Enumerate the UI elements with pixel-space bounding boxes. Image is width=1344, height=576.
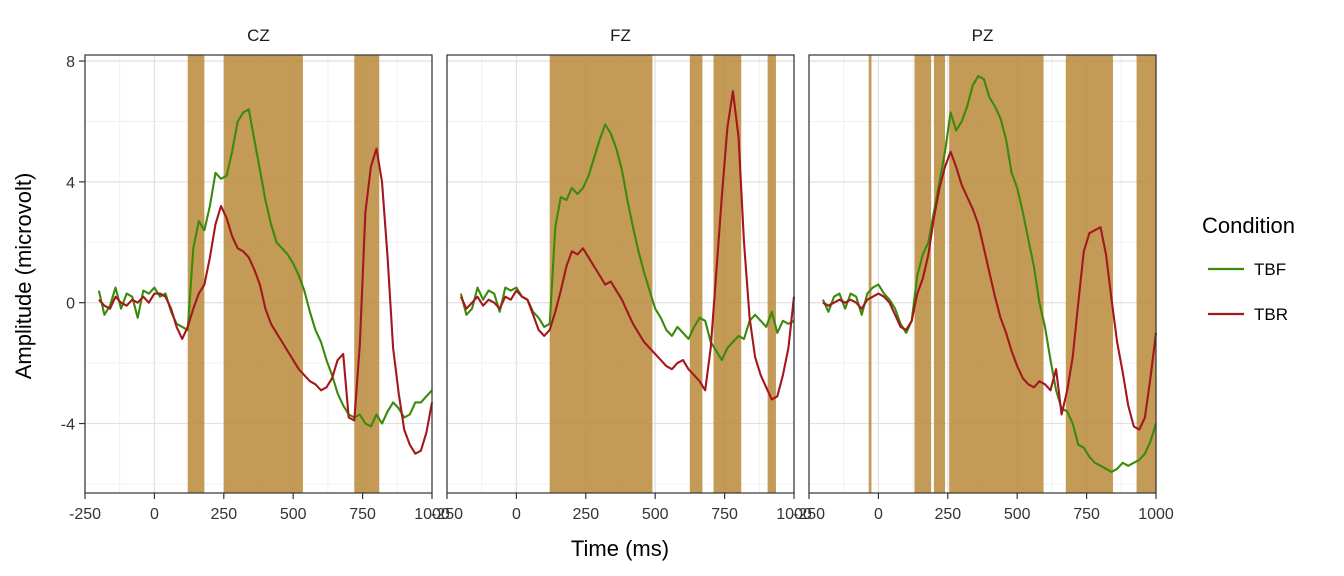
x-tick-label: 1000 <box>414 506 450 523</box>
significance-band <box>187 55 205 493</box>
y-tick-label: 0 <box>66 296 75 313</box>
significance-band <box>933 55 946 493</box>
panel-title: FZ <box>610 26 631 45</box>
significance-band <box>868 55 872 493</box>
y-axis-title: Amplitude (microvolt) <box>11 173 36 380</box>
significance-band <box>1136 55 1156 493</box>
x-tick-label: 750 <box>1073 506 1100 523</box>
y-tick-label: -4 <box>61 417 75 434</box>
significance-band <box>1065 55 1113 493</box>
x-tick-label: 250 <box>210 506 237 523</box>
x-tick-label: 500 <box>642 506 669 523</box>
panel-title: CZ <box>247 26 270 45</box>
x-tick-label: 250 <box>572 506 599 523</box>
x-tick-label: -250 <box>431 506 463 523</box>
x-tick-label: 1000 <box>1138 506 1174 523</box>
significance-band <box>354 55 380 493</box>
facet-panels: CZ -250 0 250 500 750 1000 -4 0 4 8 FZ -250 0 250 500 75… <box>61 26 1174 523</box>
x-tick-label: -250 <box>69 506 101 523</box>
significance-band <box>549 55 653 493</box>
x-tick-label: 750 <box>349 506 376 523</box>
panel-fz: FZ -250 0 250 500 750 1000 <box>431 26 812 523</box>
legend-label-tbf: TBF <box>1254 260 1286 279</box>
series-line-tbr <box>822 150 1158 431</box>
x-axis-title: Time (ms) <box>571 536 669 561</box>
x-tick-label: 1000 <box>776 506 812 523</box>
x-tick-label: 750 <box>711 506 738 523</box>
y-tick-label: 4 <box>66 175 75 192</box>
series-line-tbf <box>97 108 433 428</box>
x-tick-label: 500 <box>280 506 307 523</box>
significance-band <box>223 55 303 493</box>
x-tick-label: -250 <box>793 506 825 523</box>
legend-label-tbr: TBR <box>1254 305 1288 324</box>
series-line-tbr <box>98 147 434 455</box>
panel-title: PZ <box>972 26 994 45</box>
significance-band <box>767 55 776 493</box>
panel-cz: CZ -250 0 250 500 750 1000 -4 0 4 8 <box>61 26 450 523</box>
legend-title: Condition <box>1202 213 1295 238</box>
x-tick-label: 0 <box>512 506 521 523</box>
x-tick-label: 500 <box>1004 506 1031 523</box>
x-tick-label: 250 <box>934 506 961 523</box>
series-line-tbr <box>459 90 796 401</box>
panel-border <box>808 54 1157 494</box>
x-tick-label: 0 <box>150 506 159 523</box>
significance-band <box>689 55 703 493</box>
legend: Condition TBF TBR <box>1202 213 1295 324</box>
panel-pz: PZ -250 0 250 500 750 1000 <box>793 26 1174 523</box>
y-tick-label: 8 <box>66 54 75 71</box>
series-line-tbf <box>459 123 795 362</box>
panel-border <box>84 54 433 494</box>
series-line-tbf <box>821 75 1158 473</box>
significance-band <box>949 55 1044 493</box>
x-tick-label: 0 <box>874 506 883 523</box>
panel-border <box>446 54 795 494</box>
